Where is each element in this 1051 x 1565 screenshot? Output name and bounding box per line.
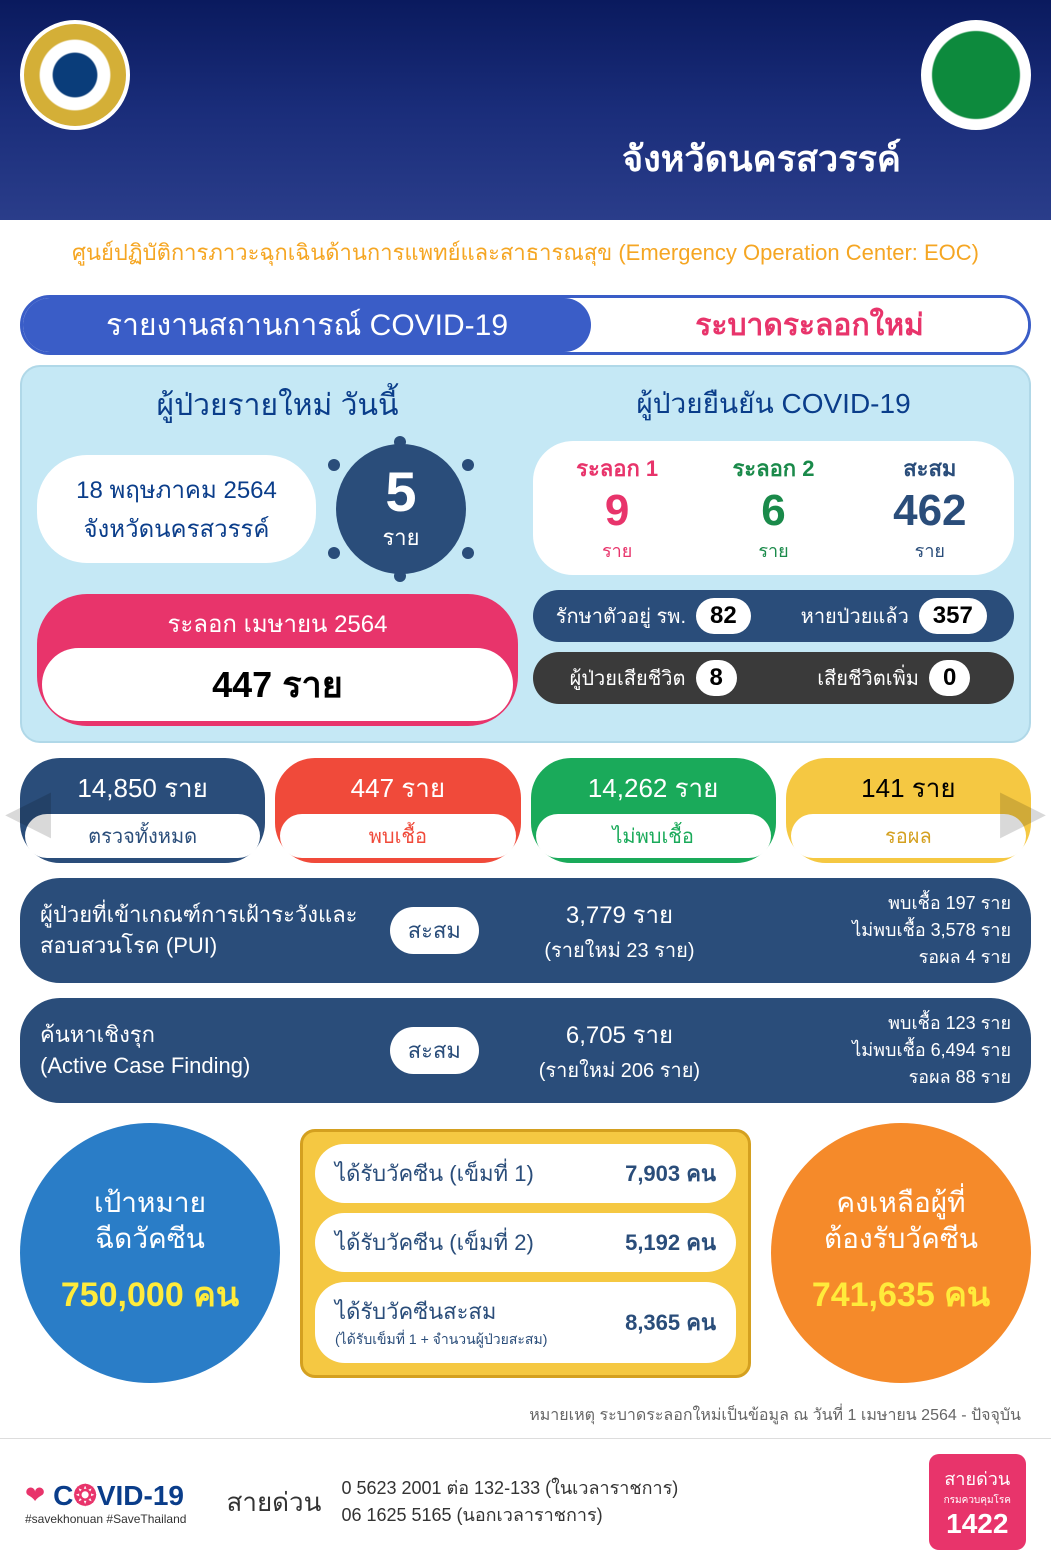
report-province: จังหวัดนครสวรรค์ (62, 509, 291, 548)
date-block: 18 พฤษภาคม 2564 จังหวัดนครสวรรค์ (37, 455, 316, 563)
prev-arrow-icon[interactable]: ◀ (5, 776, 51, 846)
pui-pill: ผู้ป่วยที่เข้าเกณฑ์การเฝ้าระวังและสอบสวน… (20, 878, 1031, 983)
april-wave-pill: ระลอก เมษายน 2564 447 ราย (37, 594, 518, 726)
eoc-subtitle: ศูนย์ปฏิบัติการภาวะฉุกเฉินด้านการแพทย์แล… (0, 220, 1051, 285)
footnote: หมายเหตุ ระบาดระลอกใหม่เป็นข้อมูล ณ วันท… (30, 1403, 1021, 1428)
wave-1: ระลอก 1 9 ราย (543, 451, 691, 565)
april-label: ระลอก เมษายน 2564 (42, 599, 513, 648)
stat-pending: 141 ราย รอผล (786, 758, 1031, 863)
vaccine-doses-table: ได้รับวัคซีน (เข็มที่ 1) 7,903 คน ได้รับ… (300, 1129, 751, 1378)
new-cases-count: 5 (385, 464, 416, 520)
new-cases-title: ผู้ป่วยรายใหม่ วันนี้ (37, 382, 518, 429)
stat-total-tested: 14,850 ราย ตรวจทั้งหมด (20, 758, 265, 863)
acf-pill: ค้นหาเชิงรุก (Active Case Finding) สะสม … (20, 998, 1031, 1103)
moph-seal-icon (921, 20, 1031, 130)
wave-2: ระลอก 2 6 ราย (699, 451, 847, 565)
report-title: รายงานสถานการณ์ COVID-19 (23, 298, 591, 352)
province-name: จังหวัดนครสวรรค์ (622, 130, 901, 187)
virus-icon: 5 ราย (336, 444, 466, 574)
vaccine-target-circle: เป้าหมาย ฉีดวัคซีน 750,000 คน (20, 1123, 280, 1383)
province-seal-icon (20, 20, 130, 130)
new-cases-block: ผู้ป่วยรายใหม่ วันนี้ 18 พฤษภาคม 2564 จั… (37, 382, 518, 726)
main-stats-panel: ผู้ป่วยรายใหม่ วันนี้ 18 พฤษภาคม 2564 จั… (20, 365, 1031, 743)
header-banner: จังหวัดนครสวรรค์ (0, 0, 1051, 220)
report-title-bar: รายงานสถานการณ์ COVID-19 ระบาดระลอกใหม่ (20, 295, 1031, 355)
dose-1-row: ได้รับวัคซีน (เข็มที่ 1) 7,903 คน (315, 1144, 736, 1203)
hashtags: #savekhonuan #SaveThailand (25, 1512, 186, 1526)
confirmed-block: ผู้ป่วยยืนยัน COVID-19 ระลอก 1 9 ราย ระล… (533, 382, 1014, 726)
hotline-box: สายด่วน กรมควบคุมโรค 1422 (929, 1454, 1026, 1550)
status-treatment: รักษาตัวอยู่ รพ.82 หายป่วยแล้ว357 (533, 590, 1014, 642)
wave-total: สะสม 462 ราย (856, 451, 1004, 565)
footer-bar: ❤ C❂VID-19 #savekhonuan #SaveThailand สา… (0, 1438, 1051, 1565)
new-cases-unit: ราย (382, 520, 419, 555)
hotline-label: สายด่วน (226, 1482, 321, 1523)
phone-numbers: 0 5623 2001 ต่อ 132-133 (ในเวลาราชการ) 0… (341, 1475, 678, 1529)
confirmed-title: ผู้ป่วยยืนยัน COVID-19 (533, 382, 1014, 426)
heart-icon: ❤ (25, 1481, 45, 1510)
dose-2-row: ได้รับวัคซีน (เข็มที่ 2) 5,192 คน (315, 1213, 736, 1272)
report-date: 18 พฤษภาคม 2564 (62, 470, 291, 509)
testing-stats-row: 14,850 ราย ตรวจทั้งหมด 447 ราย พบเชื้อ 1… (20, 758, 1031, 863)
vaccine-section: เป้าหมาย ฉีดวัคซีน 750,000 คน ได้รับวัคซ… (20, 1123, 1031, 1383)
dose-total-row: ได้รับวัคซีนสะสม (ได้รับเข็มที่ 1 + จำนว… (315, 1282, 736, 1363)
status-deaths: ผู้ป่วยเสียชีวิต8 เสียชีวิตเพิ่ม0 (533, 652, 1014, 704)
next-arrow-icon[interactable]: ▶ (1000, 776, 1046, 846)
april-value: 447 ราย (42, 648, 513, 721)
stat-negative: 14,262 ราย ไม่พบเชื้อ (531, 758, 776, 863)
report-wave: ระบาดระลอกใหม่ (591, 298, 1028, 352)
stat-positive: 447 ราย พบเชื้อ (275, 758, 520, 863)
surveillance-section: ผู้ป่วยที่เข้าเกณฑ์การเฝ้าระวังและสอบสวน… (20, 878, 1031, 1103)
covid-logo: ❤ C❂VID-19 (25, 1479, 186, 1512)
waves-row: ระลอก 1 9 ราย ระลอก 2 6 ราย สะสม 462 ราย (533, 441, 1014, 575)
vaccine-remaining-circle: คงเหลือผู้ที่ ต้องรับวัคซีน 741,635 คน (771, 1123, 1031, 1383)
